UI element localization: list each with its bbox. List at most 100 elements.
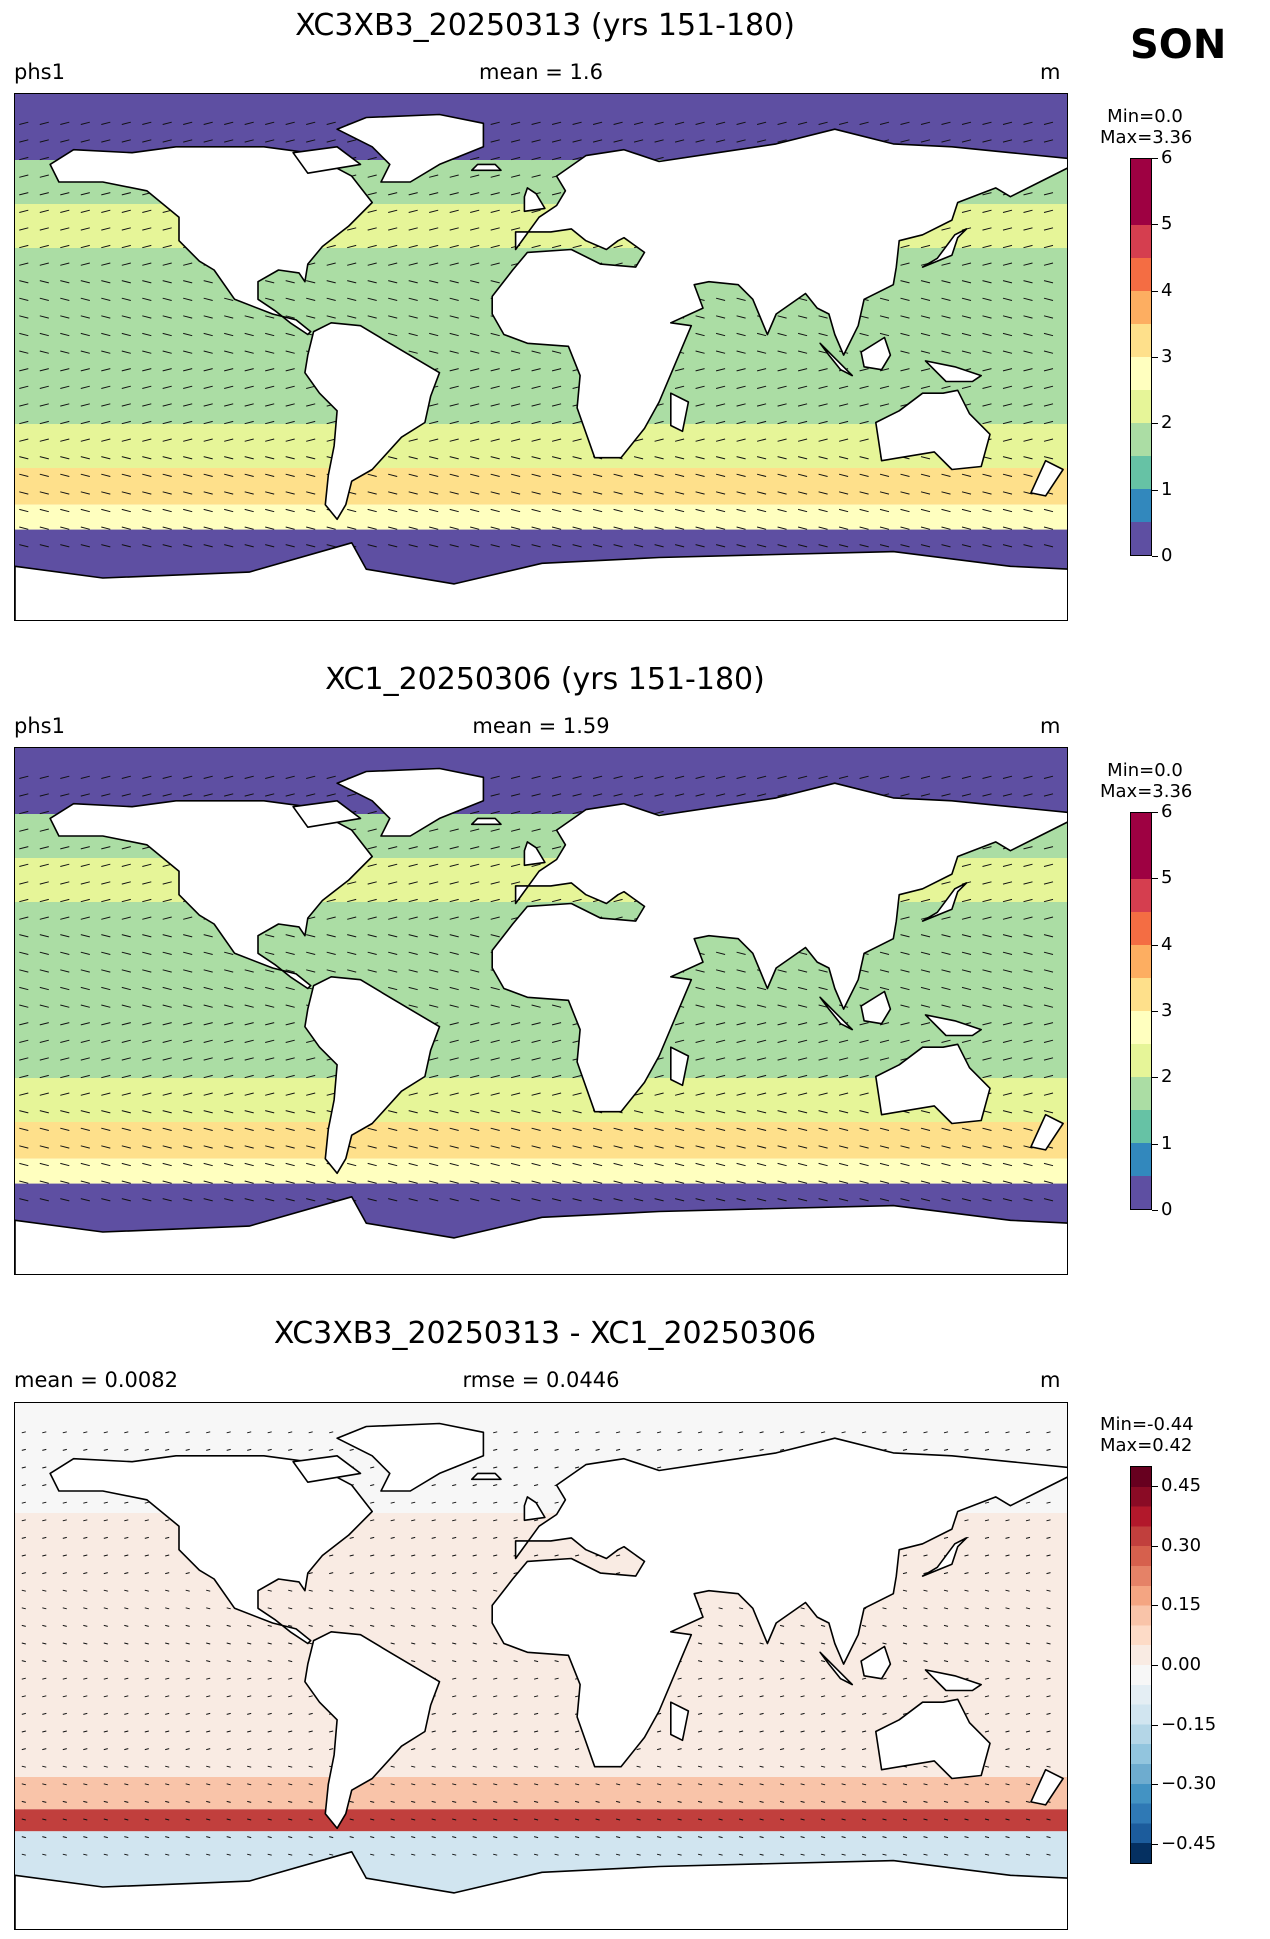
- vector-arrow: [490, 174, 500, 178]
- vector-arrow: [923, 1642, 928, 1645]
- vector-arrow: [920, 1162, 931, 1167]
- vector-arrow: [490, 209, 500, 213]
- vector-arrow: [411, 1519, 416, 1522]
- vector-arrow: [449, 262, 459, 266]
- vector-arrow: [326, 775, 336, 779]
- vector-arrow: [285, 775, 295, 779]
- vector-arrow: [715, 350, 726, 354]
- vector-arrow: [142, 1057, 152, 1061]
- vector-arrow: [551, 1127, 562, 1131]
- vector-arrow: [572, 1074, 582, 1079]
- vector-arrow: [943, 1624, 949, 1627]
- vector-arrow: [329, 1448, 334, 1451]
- vector-arrow: [203, 775, 213, 779]
- vector-arrow: [62, 1554, 67, 1557]
- vector-arrow: [493, 1431, 498, 1434]
- colorbar-tick-label: 4: [1161, 933, 1173, 955]
- vector-arrow: [654, 793, 664, 797]
- vector-arrow: [818, 121, 828, 125]
- vector-arrow: [838, 491, 849, 495]
- vector-arrow: [838, 775, 849, 779]
- vector-arrow: [470, 1145, 480, 1149]
- vector-arrow: [841, 1853, 846, 1856]
- vector-arrow: [329, 1554, 334, 1557]
- vector-arrow: [367, 262, 377, 266]
- vector-arrow: [697, 1765, 703, 1768]
- vector-arrow: [715, 332, 726, 337]
- vector-arrow: [124, 1818, 129, 1821]
- vector-arrow: [429, 262, 439, 266]
- vector-arrow: [1023, 1198, 1033, 1202]
- vector-arrow: [1005, 1589, 1010, 1592]
- vector-arrow: [39, 385, 49, 389]
- vector-arrow: [247, 1818, 252, 1821]
- vector-arrow: [490, 898, 500, 903]
- vector-arrow: [779, 1642, 785, 1645]
- vector-arrow: [472, 1554, 477, 1557]
- vector-arrow: [738, 1695, 744, 1698]
- vector-arrow: [121, 121, 131, 125]
- vector-arrow: [961, 916, 972, 920]
- vector-arrow: [533, 1519, 539, 1522]
- vector-arrow: [759, 1730, 764, 1733]
- vector-arrow: [797, 403, 808, 407]
- vector-arrow: [162, 368, 172, 372]
- vector-arrow: [39, 810, 49, 815]
- vector-arrow: [777, 1145, 787, 1149]
- vector-arrow: [920, 456, 931, 460]
- vector-arrow: [820, 1783, 826, 1786]
- vector-arrow: [777, 385, 787, 389]
- vector-arrow: [592, 1127, 603, 1131]
- vector-arrow: [633, 1092, 644, 1096]
- vector-arrow: [60, 192, 70, 196]
- vector-arrow: [285, 1092, 295, 1096]
- vector-arrow: [964, 1642, 969, 1645]
- vector-arrow: [902, 1607, 908, 1610]
- vector-arrow: [1023, 951, 1033, 955]
- vector-arrow: [1002, 139, 1013, 143]
- vector-arrow: [429, 456, 439, 460]
- vector-arrow: [1002, 491, 1013, 495]
- vector-arrow: [1025, 1554, 1031, 1557]
- vector-arrow: [797, 1022, 808, 1026]
- land-sumatra: [819, 996, 854, 1031]
- vector-arrow: [756, 1092, 767, 1096]
- vector-arrow: [449, 881, 459, 885]
- vector-arrow: [449, 916, 459, 920]
- vector-arrow: [203, 1145, 213, 1149]
- vector-arrow: [718, 1624, 723, 1627]
- vector-arrow: [470, 156, 480, 161]
- vector-arrow: [19, 473, 29, 477]
- vector-arrow: [674, 1127, 685, 1131]
- vector-arrow: [21, 1660, 26, 1663]
- vector-arrow: [183, 473, 193, 477]
- vector-arrow: [797, 385, 808, 389]
- vector-arrow: [101, 350, 111, 354]
- vector-arrow: [121, 1180, 131, 1184]
- vector-arrow: [224, 1127, 234, 1131]
- vector-arrow: [101, 526, 111, 530]
- colorbar-tick-mark: [1152, 1724, 1158, 1726]
- vector-arrow: [943, 1695, 949, 1698]
- vector-arrow: [408, 1004, 418, 1008]
- vector-arrow: [39, 1004, 49, 1008]
- vector-arrow: [920, 934, 931, 938]
- vector-arrow: [1046, 1818, 1051, 1821]
- vector-arrow: [408, 350, 418, 354]
- vector-arrow: [388, 280, 398, 284]
- vector-arrow: [470, 969, 480, 973]
- vector-arrow: [531, 1162, 541, 1167]
- vector-arrow: [982, 227, 992, 231]
- vector-arrow: [121, 262, 131, 266]
- vector-arrow: [510, 1039, 521, 1043]
- vector-arrow: [80, 508, 90, 513]
- vector-arrow: [308, 1695, 313, 1698]
- vector-arrow: [60, 227, 70, 231]
- vector-arrow: [308, 1572, 313, 1575]
- vector-arrow: [265, 456, 275, 460]
- vector-arrow: [470, 192, 480, 196]
- vector-arrow: [1023, 881, 1033, 885]
- vector-arrow: [656, 1448, 662, 1451]
- vector-arrow: [103, 1712, 108, 1715]
- vector-arrow: [39, 297, 49, 301]
